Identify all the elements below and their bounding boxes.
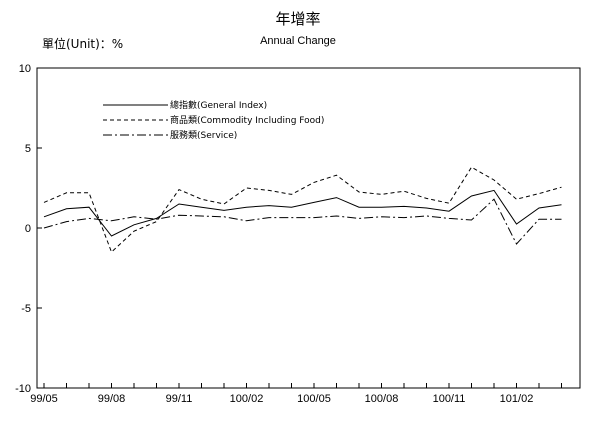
series-layer xyxy=(43,166,562,253)
x-tick-label: 99/05 xyxy=(30,393,58,405)
legend: 總指數(General Index) 商品類(Commodity Includin… xyxy=(103,99,324,141)
chart-title: 年增率 xyxy=(275,10,320,28)
x-tick-label: 99/11 xyxy=(166,393,193,405)
series-line-dashdot xyxy=(43,198,562,245)
x-tick-label: 99/08 xyxy=(98,393,126,405)
y-axis: -10 -5 0 5 10 xyxy=(15,63,42,395)
chart-subtitle: Annual Change xyxy=(260,35,336,47)
x-tick-label: 100/08 xyxy=(365,393,399,405)
legend-label: 服務類(Service) xyxy=(170,129,237,141)
series-line-solid xyxy=(43,189,562,237)
y-tick-label: 0 xyxy=(25,223,31,235)
x-tick-label: 100/05 xyxy=(297,393,331,405)
y-tick-label: -10 xyxy=(15,383,31,395)
legend-label: 商品類(Commodity Including Food) xyxy=(170,114,324,126)
legend-label: 總指數(General Index) xyxy=(170,99,267,111)
unit-label: 單位(Unit)：% xyxy=(42,36,123,51)
x-axis: 99/05 99/08 99/11 100/02 100/05 100/08 100/11 1… xyxy=(30,383,562,405)
series-line-dashed xyxy=(43,166,562,253)
x-tick-label: 100/11 xyxy=(433,393,466,405)
y-tick-label: -5 xyxy=(21,303,31,315)
y-tick-label: 5 xyxy=(25,143,31,155)
x-tick-label: 100/02 xyxy=(230,393,264,405)
y-tick-label: 10 xyxy=(19,63,31,75)
x-tick-label: 101/02 xyxy=(500,393,534,405)
